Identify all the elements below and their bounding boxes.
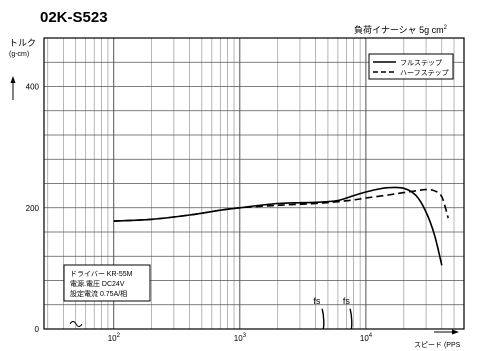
legend-half-step: ハーフステップ xyxy=(400,69,449,77)
x-tick-exp: 3 xyxy=(243,333,247,339)
model-title: 02K-S523 xyxy=(40,9,108,26)
y-tick-labels: 0 200 400 xyxy=(26,83,40,335)
fs-label: fs xyxy=(313,296,321,306)
fs-curve xyxy=(349,308,353,330)
info-box-frame xyxy=(63,264,151,302)
y-axis-unit: (g-cm) xyxy=(9,51,29,58)
fs-label: fs xyxy=(343,296,351,306)
x-tick-exp: 4 xyxy=(369,333,373,339)
inertia-label: 負荷イナーシャ 5g cm2 xyxy=(354,24,448,35)
x-tick-exp: 2 xyxy=(117,333,121,339)
y-axis-label: トルク xyxy=(9,38,36,48)
x-tick-base: 10 xyxy=(360,334,369,343)
y-tick-label: 400 xyxy=(26,83,40,92)
x-axis-arrow-head xyxy=(452,329,459,335)
driver-info-box: ドライバー KR-55M 電源.電圧 DC24V 設定電流 0.75A/相 xyxy=(63,264,151,302)
x-tick-label: 104 xyxy=(360,333,373,343)
x-tick-base: 10 xyxy=(108,334,117,343)
legend: フルステップ ハーフステップ xyxy=(368,53,454,80)
y-axis-arrow-head xyxy=(10,76,16,83)
x-axis-label: スピード (PPS xyxy=(414,341,461,349)
inertia-text: 負荷イナーシャ 5g cm xyxy=(354,24,444,35)
x-tick-base: 10 xyxy=(234,334,243,343)
x-tick-labels: 102 103 104 xyxy=(108,333,373,343)
info-line-current: 設定電流 0.75A/相 xyxy=(70,289,127,298)
info-line-driver: ドライバー KR-55M xyxy=(70,270,133,278)
fs-curve xyxy=(321,308,325,330)
info-line-voltage: 電源.電圧 DC24V xyxy=(70,279,125,288)
legend-full-step: フルステップ xyxy=(400,59,442,67)
origin-squiggle xyxy=(69,321,83,327)
grid xyxy=(44,38,464,329)
curves xyxy=(113,186,449,266)
inertia-superscript: 2 xyxy=(444,25,448,31)
series-half-step-line xyxy=(113,188,449,222)
x-tick-label: 103 xyxy=(234,333,247,343)
y-tick-label: 0 xyxy=(35,325,40,334)
legend-box xyxy=(368,53,454,80)
annotations: fs fs xyxy=(313,296,353,330)
y-tick-label: 200 xyxy=(26,204,40,213)
x-tick-label: 102 xyxy=(108,333,121,343)
plot-frame xyxy=(43,37,465,330)
